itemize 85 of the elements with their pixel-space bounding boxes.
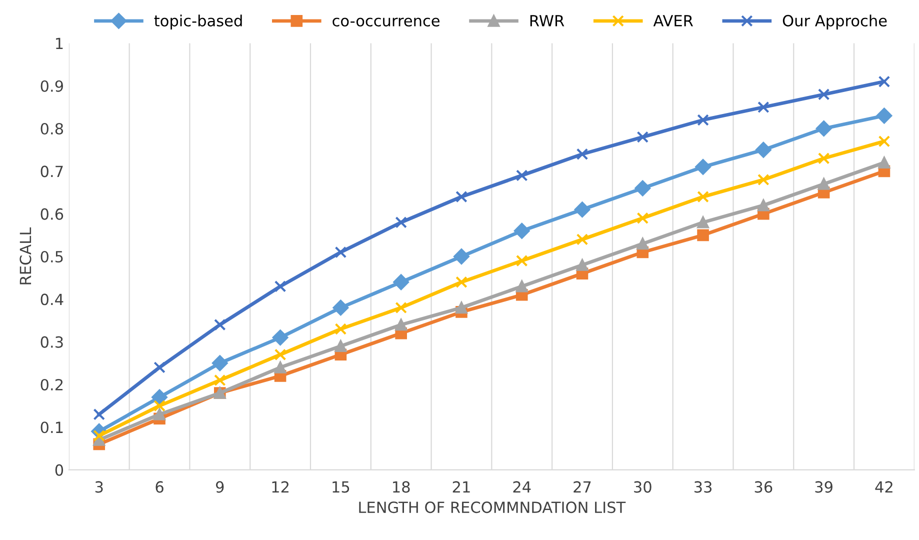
point xyxy=(334,340,347,352)
point xyxy=(576,234,588,246)
x-axis-title: LENGTH OF RECOMMNDATION LIST xyxy=(359,502,626,514)
point xyxy=(516,280,528,292)
x-tick-label: 33 xyxy=(694,481,712,493)
point xyxy=(878,76,890,88)
point xyxy=(697,190,709,203)
point xyxy=(272,330,288,346)
x-tick-label: 21 xyxy=(452,481,470,493)
point xyxy=(576,259,588,271)
point xyxy=(516,254,528,267)
legend-label: AVER xyxy=(653,15,693,26)
point xyxy=(154,362,166,374)
point xyxy=(816,120,832,136)
point xyxy=(697,229,709,242)
point xyxy=(697,114,709,126)
point xyxy=(456,302,468,314)
point xyxy=(456,190,468,203)
point xyxy=(93,408,106,420)
point xyxy=(214,318,226,331)
legend-label: Our Approche xyxy=(782,14,887,30)
point xyxy=(152,389,168,406)
x-tick-label: 27 xyxy=(574,481,591,493)
y-tick-label: 0.4 xyxy=(40,294,64,306)
point xyxy=(878,156,890,169)
point xyxy=(758,101,770,114)
point xyxy=(514,222,530,239)
y-tick-label: 0.2 xyxy=(40,378,63,390)
point xyxy=(818,152,830,164)
point xyxy=(697,216,709,228)
x-tick-label: 18 xyxy=(393,481,410,493)
point xyxy=(395,302,407,314)
point xyxy=(212,355,228,372)
point xyxy=(456,276,468,288)
legend-label: RWR xyxy=(530,15,564,26)
point xyxy=(876,108,892,124)
point xyxy=(516,170,528,182)
point xyxy=(758,174,770,186)
y-tick-label: 0 xyxy=(55,464,64,476)
x-tick-label: 42 xyxy=(875,481,892,493)
y-tick-label: 1 xyxy=(56,38,63,50)
y-tick-label: 0.1 xyxy=(40,422,63,434)
point xyxy=(636,238,649,250)
point xyxy=(756,142,772,158)
x-tick-label: 3 xyxy=(95,481,103,493)
point xyxy=(154,408,166,420)
x-tick-label: 24 xyxy=(513,481,531,493)
y-tick-label: 0.3 xyxy=(40,336,63,348)
y-tick-label: 0.7 xyxy=(40,166,63,178)
point xyxy=(576,148,588,160)
point xyxy=(395,318,407,331)
point xyxy=(695,158,711,175)
x-tick-label: 36 xyxy=(754,481,772,493)
legend-label: co-occurrence xyxy=(332,18,440,26)
point xyxy=(878,135,890,148)
point xyxy=(393,274,409,290)
point xyxy=(395,216,407,228)
y-tick-label: 0.8 xyxy=(40,122,64,135)
point xyxy=(274,348,286,361)
point xyxy=(818,178,830,190)
y-tick-label: 0.5 xyxy=(40,250,63,263)
point xyxy=(214,374,226,386)
point xyxy=(758,199,770,212)
point xyxy=(818,88,830,100)
x-tick-label: 9 xyxy=(216,481,224,493)
point xyxy=(636,131,649,143)
point xyxy=(634,180,651,196)
x-tick-label: 12 xyxy=(272,481,288,493)
x-tick-label: 6 xyxy=(156,481,164,493)
legend-label: topic-based xyxy=(154,14,242,30)
point xyxy=(154,400,166,412)
x-tick-label: 30 xyxy=(634,481,652,493)
y-axis-title: RECALL xyxy=(20,227,32,284)
point xyxy=(274,362,286,374)
y-tick-label: 0.6 xyxy=(40,208,64,220)
point xyxy=(334,323,347,335)
point xyxy=(334,246,347,258)
point xyxy=(574,202,590,218)
x-tick-label: 39 xyxy=(815,481,832,493)
point xyxy=(332,300,349,316)
y-tick-label: 0.9 xyxy=(40,80,63,92)
point xyxy=(274,280,286,292)
point xyxy=(454,248,470,264)
point xyxy=(636,212,649,224)
x-tick-label: 15 xyxy=(332,481,350,493)
